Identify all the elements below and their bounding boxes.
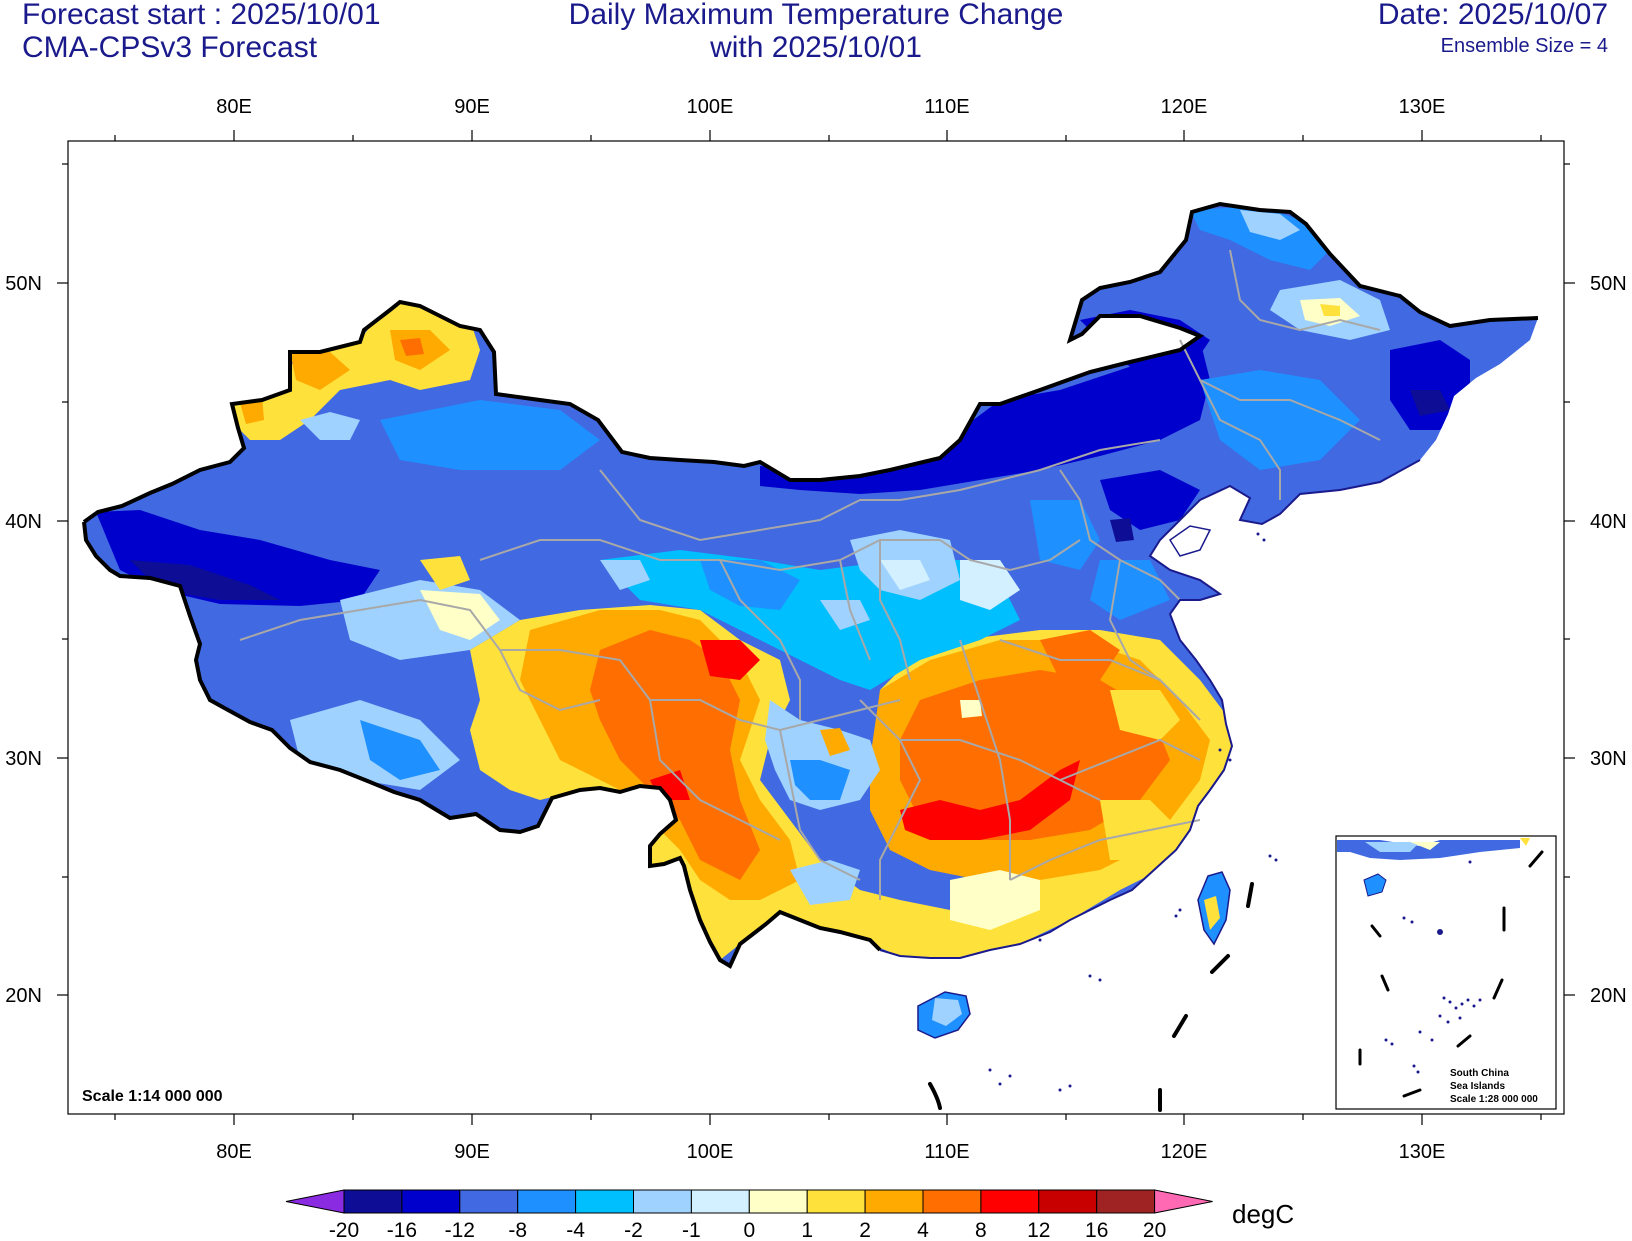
national-border-north <box>82 201 1539 524</box>
small-islands <box>988 532 1278 1092</box>
dash-line-segments <box>928 882 1254 1112</box>
colorbar-tick-label: 20 <box>1143 1219 1166 1241</box>
inset-title-line2: Sea Islands <box>1450 1081 1505 1092</box>
lat-label-left: 40N <box>5 511 42 533</box>
lon-label-bottom: 130E <box>1399 1141 1446 1163</box>
national-border-southwest <box>82 521 882 969</box>
colorbar-swatch <box>922 1189 982 1214</box>
colorbar-tick-label: 2 <box>859 1219 871 1241</box>
colorbar-tick-label: -8 <box>508 1219 527 1241</box>
lon-label-top: 120E <box>1161 96 1208 118</box>
lat-label-right: 30N <box>1590 748 1627 770</box>
colorbar-swatch <box>748 1189 808 1214</box>
lon-label-bottom: 110E <box>924 1141 969 1163</box>
colorbar-swatch <box>690 1189 750 1214</box>
colorbar-swatch <box>517 1189 577 1214</box>
lat-label-left: 50N <box>5 273 42 295</box>
lon-label-top: 80E <box>216 96 252 118</box>
scale-label: Scale 1:14 000 000 <box>82 1088 223 1105</box>
colorbar-unit: degC <box>1232 1199 1294 1229</box>
colorbar-low-triangle <box>285 1189 345 1214</box>
lon-label-top: 130E <box>1399 96 1446 118</box>
colorbar-tick-label: -2 <box>624 1219 643 1241</box>
colorbar-tick-label: -20 <box>329 1219 359 1241</box>
lat-label-right: 20N <box>1590 985 1627 1007</box>
colorbar-tick-label: 0 <box>743 1219 755 1241</box>
title-line1: Daily Maximum Temperature Change <box>568 0 1064 31</box>
map-frame <box>67 140 1565 1115</box>
south-china-sea-inset: South China Sea Islands Scale 1:28 000 0… <box>1335 835 1557 1110</box>
colorbar-swatch <box>575 1189 634 1214</box>
coastline <box>879 459 1421 959</box>
colorbar-high-triangle <box>1154 1189 1213 1214</box>
colorbar-tick-label: -4 <box>566 1219 585 1241</box>
colorbar-swatch <box>1096 1189 1156 1214</box>
colorbar-swatch <box>864 1189 924 1214</box>
colorbar-swatch <box>343 1189 403 1214</box>
colorbar-tick-label: 8 <box>975 1219 987 1241</box>
date-label: Date: 2025/10/07 <box>1377 0 1608 31</box>
colorbar: -20 -16 -12 -8 -4 -2 -1 0 1 2 4 8 12 16 20 <box>285 1189 1213 1241</box>
lon-label-bottom: 100E <box>687 1141 734 1163</box>
lon-label-top: 110E <box>924 96 969 118</box>
inset-scale-label: Scale 1:28 000 000 <box>1450 1094 1538 1105</box>
title-line2: with 2025/10/01 <box>710 31 922 64</box>
model-label: CMA-CPSv3 Forecast <box>22 31 318 64</box>
colorbar-tick-label: -16 <box>387 1219 417 1241</box>
lat-label-right: 50N <box>1590 273 1627 295</box>
colorbar-tick-label: 4 <box>917 1219 929 1241</box>
axis-ticks <box>57 130 1575 1125</box>
colorbar-tick-label: 16 <box>1085 1219 1108 1241</box>
lon-label-top: 90E <box>454 96 490 118</box>
lat-label-right: 40N <box>1590 511 1627 533</box>
colorbar-tick-label: 12 <box>1027 1219 1050 1241</box>
colorbar-swatch <box>980 1189 1040 1214</box>
colorbar-tick-label: 1 <box>801 1219 813 1241</box>
colorbar-swatch <box>459 1189 519 1214</box>
lon-label-bottom: 120E <box>1161 1141 1208 1163</box>
inset-title-line1: South China <box>1450 1068 1509 1079</box>
colorbar-swatch <box>401 1189 461 1214</box>
lon-label-top: 100E <box>687 96 734 118</box>
colorbar-tick-label: -12 <box>445 1219 475 1241</box>
lat-label-left: 20N <box>5 985 42 1007</box>
colorbar-tick-label: -1 <box>682 1219 701 1241</box>
temperature-field <box>84 204 1538 966</box>
lat-label-left: 30N <box>5 748 42 770</box>
colorbar-swatch <box>1038 1189 1098 1214</box>
colorbar-swatch <box>806 1189 866 1214</box>
forecast-start-label: Forecast start : 2025/10/01 <box>22 0 381 31</box>
colorbar-swatch <box>633 1189 692 1214</box>
lon-label-bottom: 80E <box>216 1141 252 1163</box>
lon-label-bottom: 90E <box>454 1141 490 1163</box>
ensemble-size-label: Ensemble Size = 4 <box>1440 35 1608 57</box>
province-boundaries <box>239 249 1381 900</box>
